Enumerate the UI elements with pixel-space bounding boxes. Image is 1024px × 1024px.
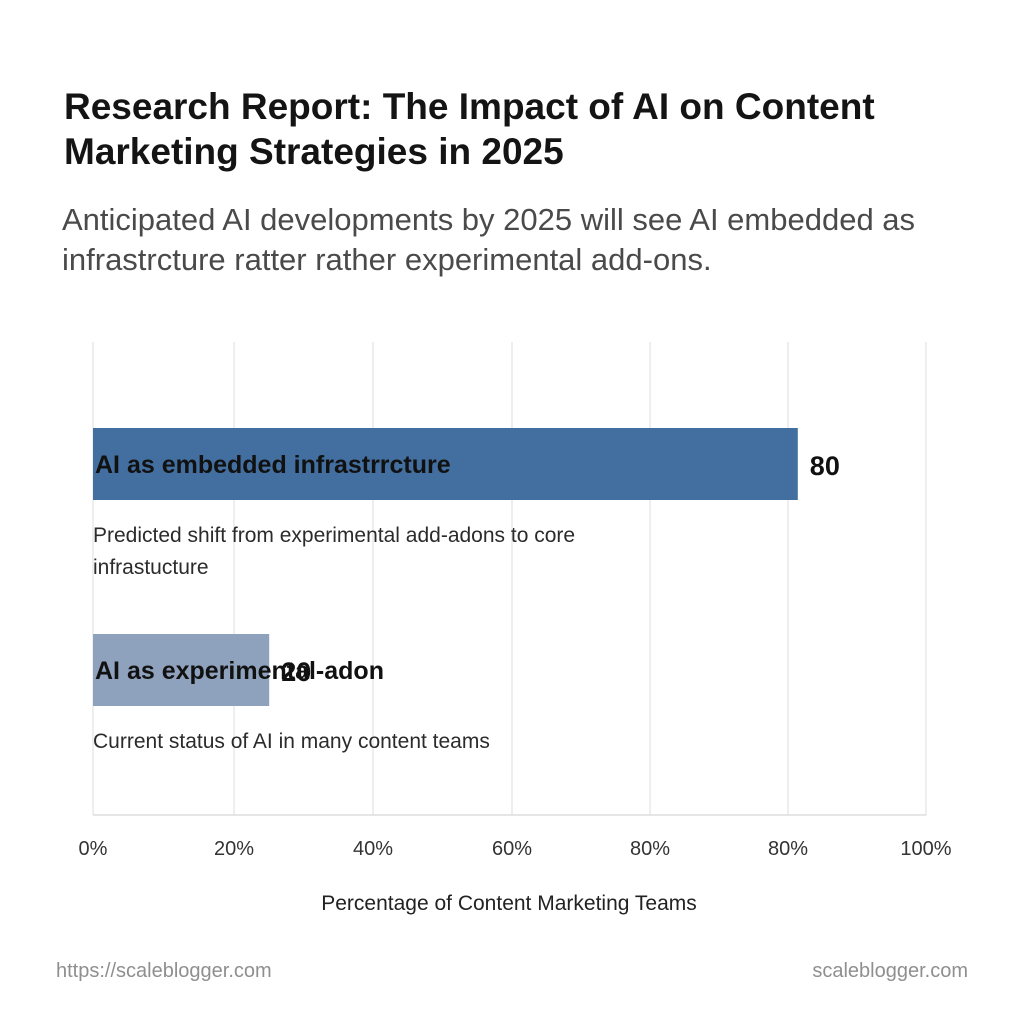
- bar-label: AI as embedded infrastrrcture: [95, 451, 451, 479]
- bar-description: Current status of AI in many content tea…: [93, 730, 490, 753]
- x-tick-label: 0%: [79, 838, 108, 860]
- chart-title: Research Report: The Impact of AI on Con…: [64, 86, 875, 173]
- bar-label: AI as experimental-adon: [95, 657, 384, 685]
- chart-subtitle: Anticipated AI developments by 2025 will…: [62, 202, 916, 278]
- x-axis-title: Percentage of Content Marketing Teams: [321, 892, 697, 915]
- x-tick-label: 60%: [492, 838, 532, 860]
- footer-url[interactable]: https://scaleblogger.com: [56, 960, 272, 982]
- x-tick-label: 80%: [768, 838, 808, 860]
- bar-2: [93, 634, 270, 706]
- footer-brand: scaleblogger.com: [812, 960, 968, 982]
- bar-value-label: 20: [281, 657, 311, 687]
- bar-description: Predicted shift from experimental add-ad…: [93, 524, 575, 547]
- bar-value-label: 80: [810, 451, 840, 481]
- bar-1: [93, 428, 798, 500]
- x-tick-label: 100%: [900, 838, 951, 860]
- x-tick-label: 40%: [353, 838, 393, 860]
- x-tick-label: 80%: [630, 838, 670, 860]
- x-tick-label: 20%: [214, 838, 254, 860]
- bar-description: infrastucture: [93, 556, 209, 579]
